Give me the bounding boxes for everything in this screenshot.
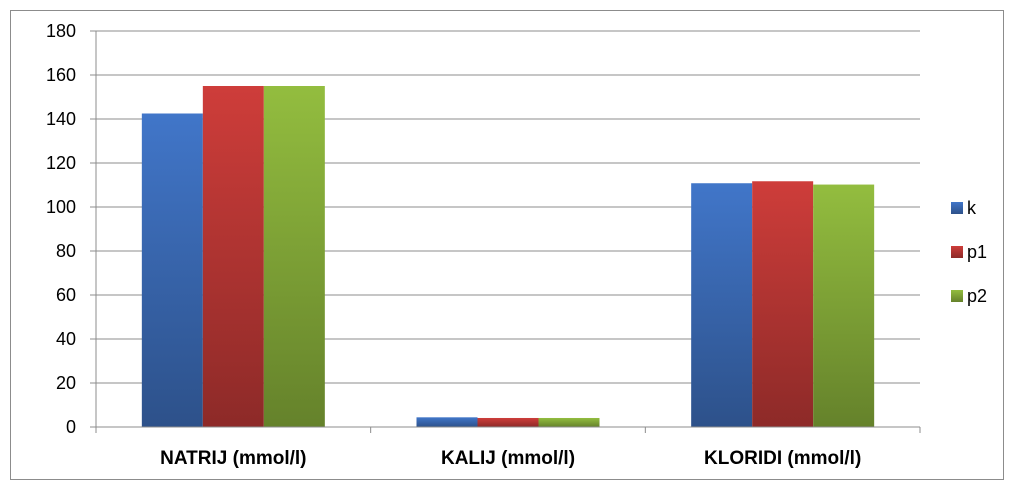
bar-p1-1 [477, 417, 539, 427]
category-label: KLORIDI (mmol/l) [704, 448, 861, 469]
y-tick-label: 0 [66, 417, 76, 437]
bars [141, 86, 875, 427]
bar-p1-0 [202, 86, 264, 427]
y-tick-label: 100 [46, 197, 76, 217]
legend-label-k: k [967, 198, 977, 218]
legend: k p1 p2 [951, 198, 987, 306]
bar-p2-2 [813, 184, 875, 427]
legend-swatch-k [951, 202, 963, 214]
y-tick-label: 40 [56, 329, 76, 349]
category-labels: NATRIJ (mmol/l) KALIJ (mmol/l) KLORIDI (mm… [160, 448, 861, 469]
bar-k-1 [416, 417, 478, 427]
legend-label-p2: p2 [967, 286, 987, 306]
y-tick-label: 20 [56, 373, 76, 393]
category-label: KALIJ (mmol/l) [441, 448, 575, 469]
axes [90, 30, 921, 433]
y-axis-tick-labels: 0 20 40 60 80 100 120 140 160 180 [46, 21, 76, 437]
y-tick-label: 120 [46, 153, 76, 173]
legend-swatch-p2 [951, 290, 963, 302]
legend-swatch-p1 [951, 246, 963, 258]
bar-p2-0 [263, 86, 325, 427]
bar-k-2 [691, 183, 753, 427]
y-tick-label: 60 [56, 285, 76, 305]
bar-k-0 [141, 113, 203, 427]
bar-p1-2 [752, 181, 814, 427]
y-tick-label: 160 [46, 65, 76, 85]
y-tick-label: 80 [56, 241, 76, 261]
y-tick-label: 180 [46, 21, 76, 41]
bar-p2-1 [538, 417, 600, 427]
category-label: NATRIJ (mmol/l) [160, 448, 306, 469]
y-tick-label: 140 [46, 109, 76, 129]
legend-label-p1: p1 [967, 242, 987, 262]
